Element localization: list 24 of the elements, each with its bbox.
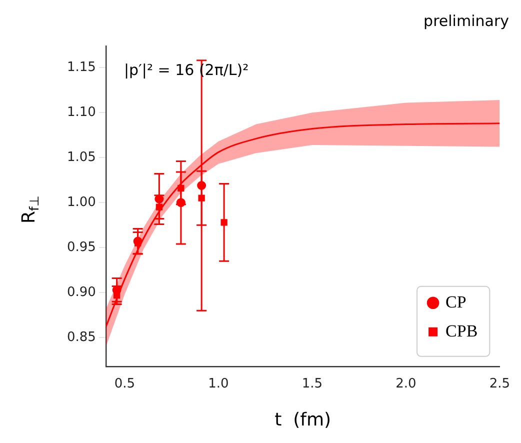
x-tick-label: 2.5	[489, 376, 510, 392]
y-tick-label: 0.85	[66, 330, 96, 345]
x-axis-title: t (fm)	[274, 410, 332, 431]
y-tick-label: 1.05	[66, 150, 96, 165]
y-axis-title: Rf⊥	[18, 196, 42, 224]
y-tick-label: 0.95	[66, 240, 96, 255]
x-tick-label: 1.0	[208, 376, 229, 392]
point	[178, 184, 184, 192]
point	[198, 194, 205, 202]
point	[220, 219, 228, 226]
point	[176, 198, 186, 208]
y-tick-label: 0.90	[66, 284, 96, 300]
x-tick-label: 1.5	[302, 376, 323, 392]
point	[154, 194, 164, 204]
y-tick-label: 1.10	[66, 104, 96, 120]
point	[197, 181, 206, 190]
legend-label: CPB	[446, 321, 478, 340]
legend-label: CP	[446, 292, 466, 312]
x-tick-label: 0.5	[114, 376, 136, 392]
y-tick-label: 1.15	[66, 60, 96, 75]
x-tick-label: 2.0	[396, 376, 416, 392]
y-tick-label: 1.00	[66, 194, 96, 210]
text: preliminary	[424, 12, 510, 30]
point	[156, 204, 163, 210]
